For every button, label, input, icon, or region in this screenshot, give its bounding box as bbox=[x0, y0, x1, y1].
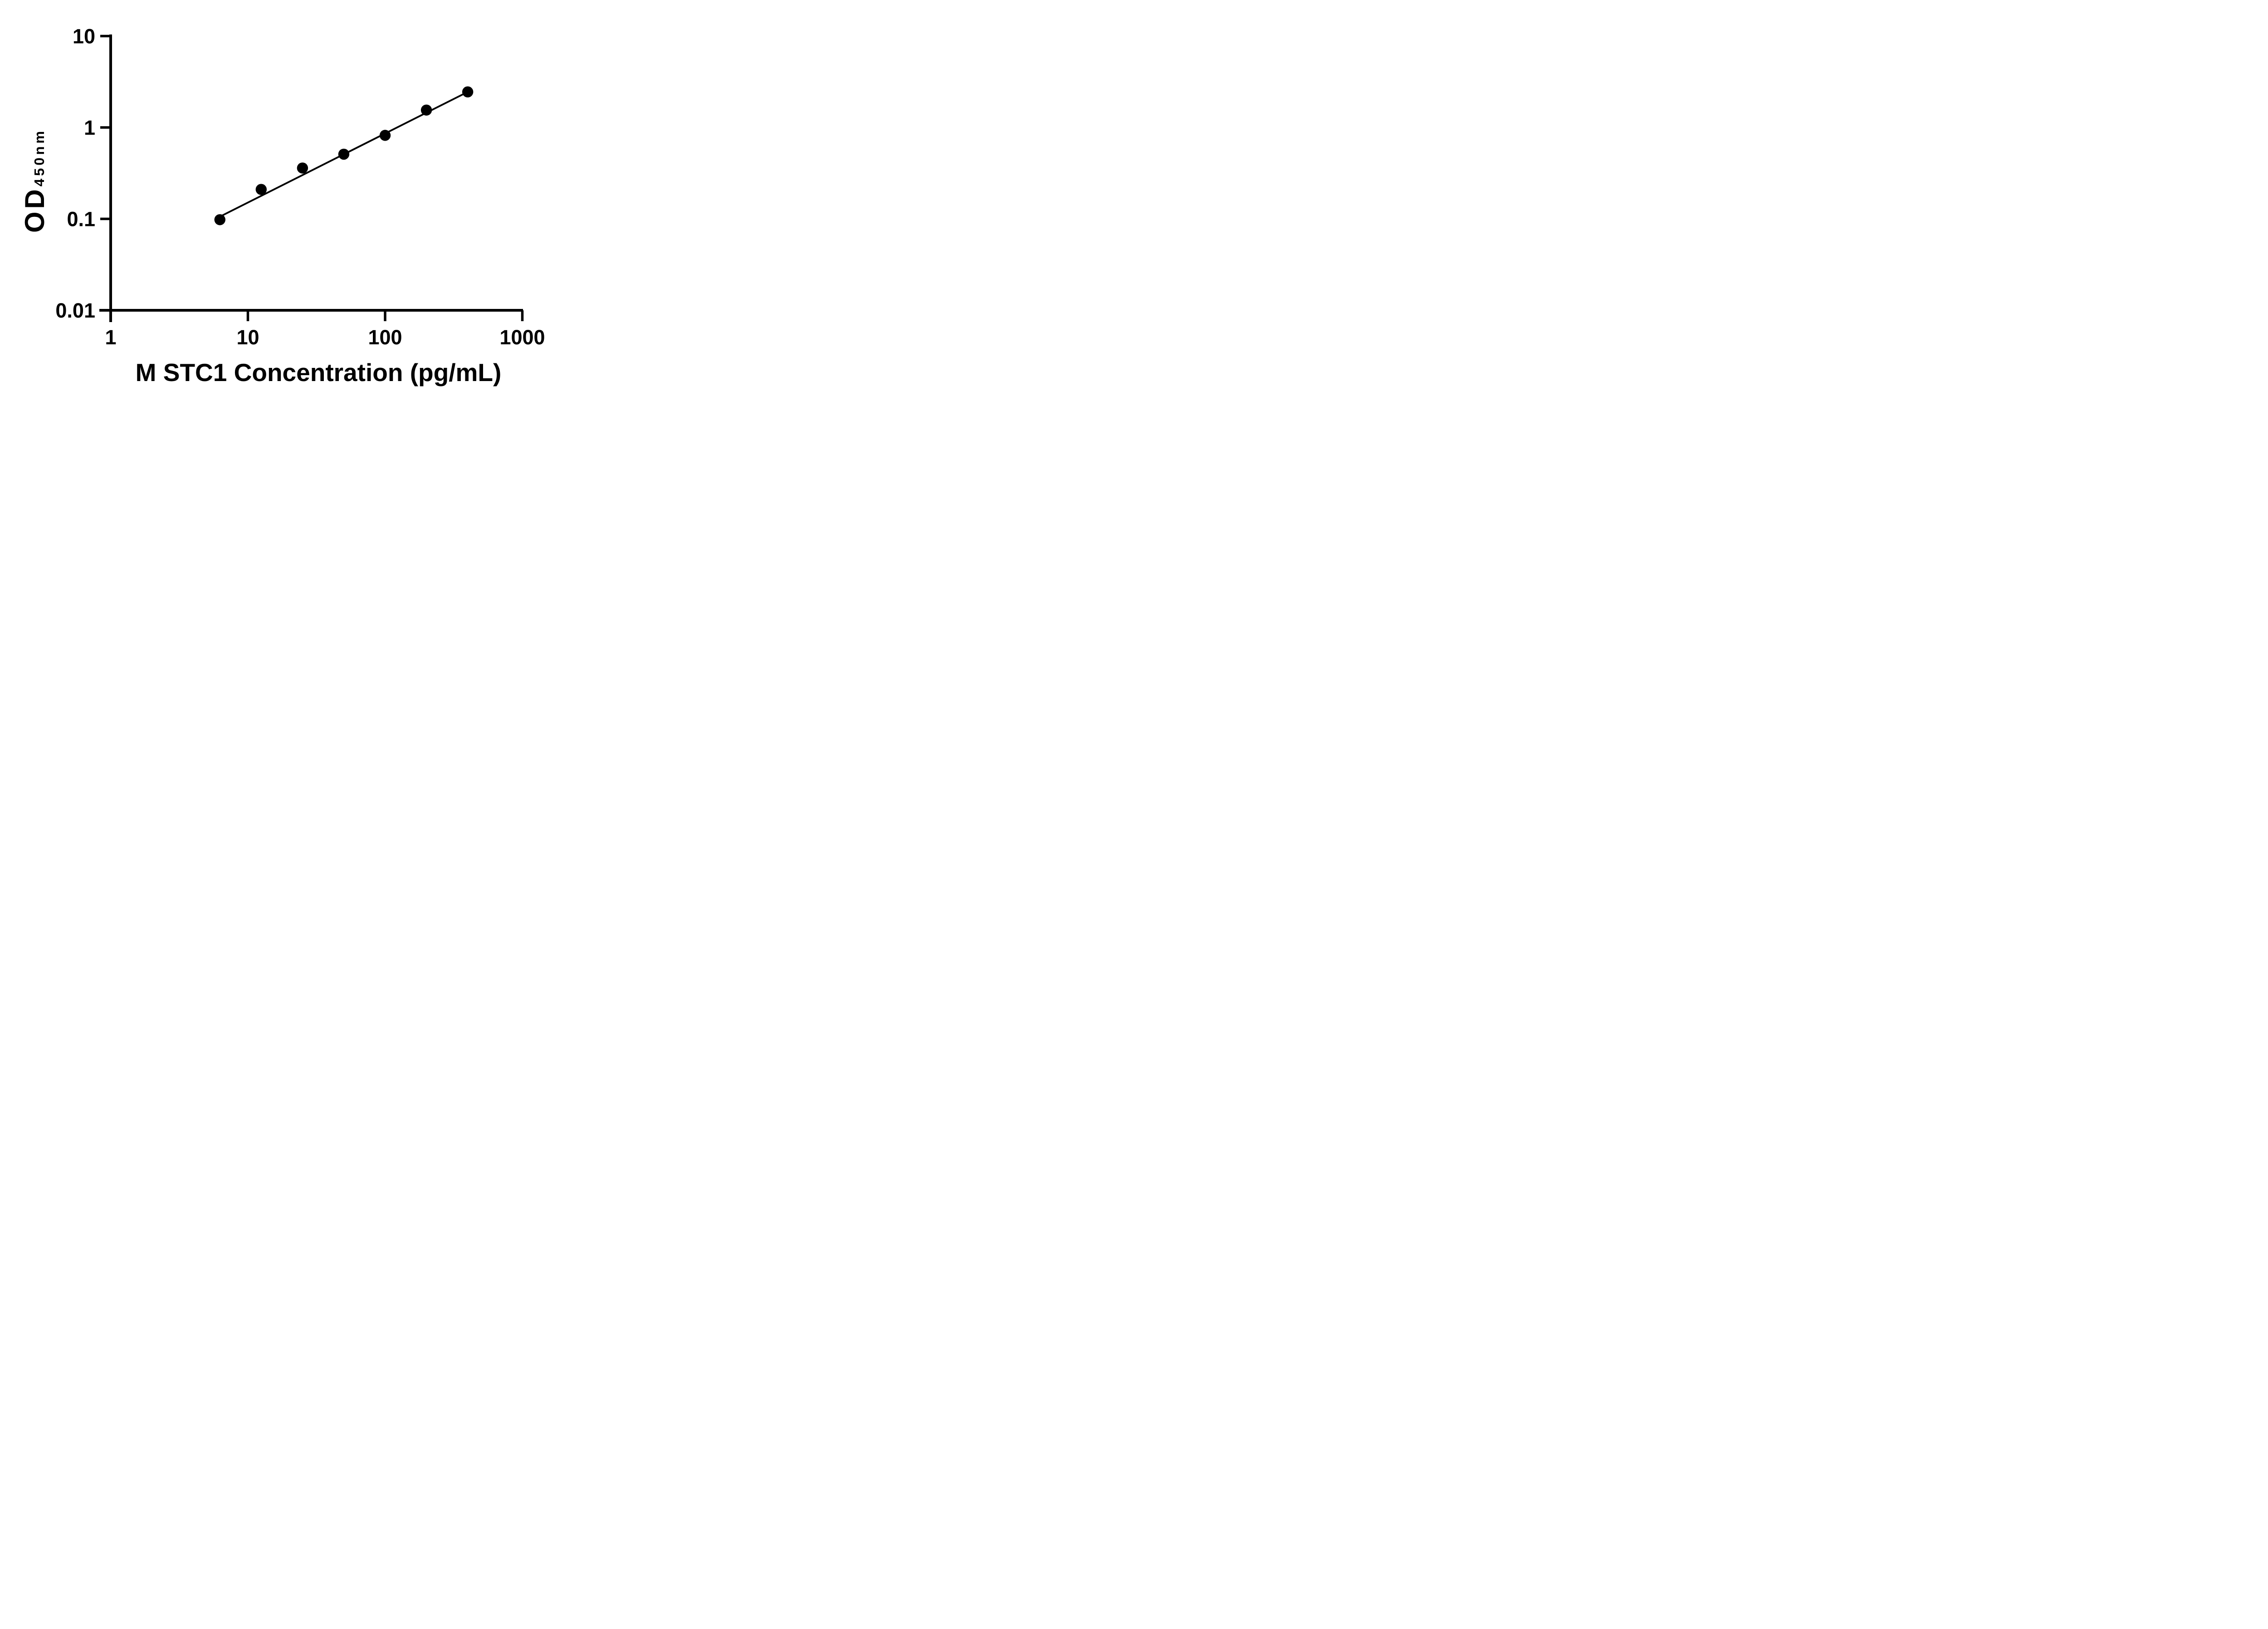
labels-layer: 10 1 0.1 0.01 1 10 100 1000 M STC1 Concentration… bbox=[20, 25, 545, 387]
y-tick-label: 1 bbox=[84, 116, 95, 139]
data-point bbox=[338, 148, 350, 160]
y-axis-title: OD450nm bbox=[20, 128, 50, 233]
y-axis-title-main: OD bbox=[20, 186, 50, 233]
data-point bbox=[214, 214, 225, 225]
elisa-standard-curve-figure: 10 1 0.1 0.01 1 10 100 1000 M STC1 Concentration… bbox=[0, 0, 582, 407]
series-layer bbox=[214, 86, 474, 225]
axes-layer bbox=[99, 34, 524, 322]
data-point bbox=[462, 86, 474, 98]
x-tick-label: 10 bbox=[236, 326, 259, 349]
plot-canvas: 10 1 0.1 0.01 1 10 100 1000 M STC1 Concentration… bbox=[20, 25, 545, 387]
chart-page: 10 1 0.1 0.01 1 10 100 1000 M STC1 Concentration… bbox=[0, 0, 582, 407]
data-point bbox=[255, 184, 267, 195]
x-tick-label: 1000 bbox=[499, 326, 545, 349]
x-axis-title: M STC1 Concentration (pg/mL) bbox=[136, 358, 502, 386]
y-axis-title-subscript: 450nm bbox=[31, 128, 47, 186]
y-tick-label: 10 bbox=[73, 25, 95, 48]
y-tick-label: 0.01 bbox=[55, 299, 95, 322]
data-point bbox=[297, 162, 308, 174]
x-tick-label: 1 bbox=[105, 326, 116, 349]
y-tick-label: 0.1 bbox=[67, 208, 95, 231]
data-point bbox=[379, 130, 391, 141]
data-point bbox=[420, 104, 432, 116]
x-tick-label: 100 bbox=[368, 326, 402, 349]
